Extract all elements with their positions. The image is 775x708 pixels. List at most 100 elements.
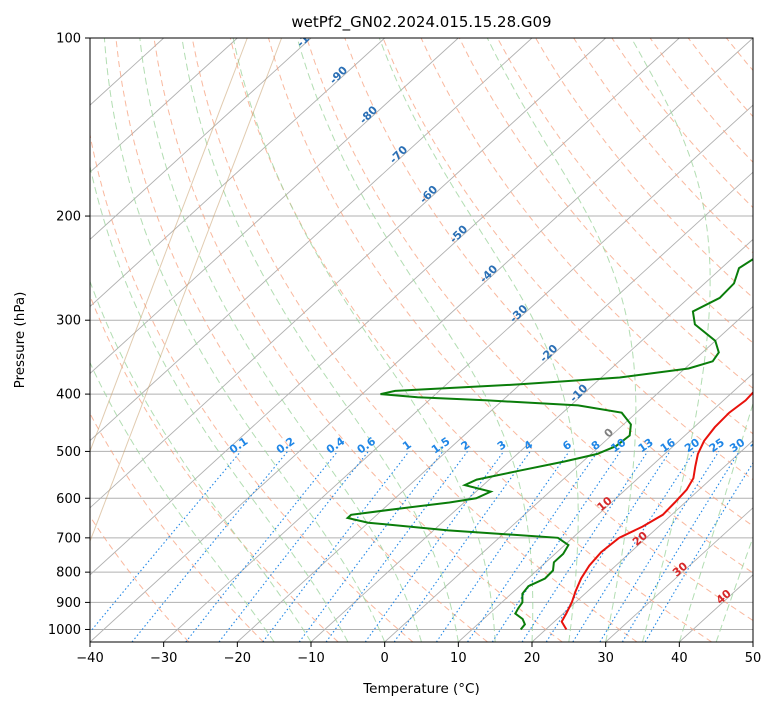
moist-adiabat-line xyxy=(232,38,496,642)
y-tick-label: 300 xyxy=(56,314,81,329)
x-tick-label: 40 xyxy=(671,651,688,666)
moist-adiabat-line xyxy=(90,164,349,642)
dry-adiabat-line xyxy=(90,412,264,642)
temperature-line xyxy=(560,391,753,631)
dry-adiabat-line xyxy=(229,38,712,642)
isotherm-line xyxy=(752,641,753,642)
moist-adiabat-line xyxy=(181,38,459,642)
isotherm-line xyxy=(90,38,753,642)
moist-adiabat-line xyxy=(139,38,422,642)
dry-adiabat-line xyxy=(726,38,753,72)
dry-adiabat-line xyxy=(649,38,753,163)
dry-adiabat-line xyxy=(344,38,753,527)
y-tick-label: 400 xyxy=(56,388,81,403)
mixing-ratio-line xyxy=(298,451,444,642)
isotherm-label: -70 xyxy=(387,143,410,166)
dry-adiabat-line xyxy=(496,38,753,344)
isotherm-label: -10 xyxy=(567,381,590,404)
isotherm-label: -40 xyxy=(477,262,500,285)
mixing-ratio-line xyxy=(364,451,505,642)
y-tick-label: 800 xyxy=(56,566,81,581)
isotherm-line xyxy=(457,372,753,642)
dry-adiabat-label: 30 xyxy=(670,559,690,579)
dry-adiabat-line xyxy=(573,38,753,254)
plot-frame xyxy=(89,37,754,643)
x-axis-label: Temperature (°C) xyxy=(362,681,480,697)
mixing-ratio-label: 4 xyxy=(521,438,535,453)
isotherm-line xyxy=(90,38,459,375)
x-tick-label: 50 xyxy=(745,651,762,666)
mixing-ratio-line xyxy=(262,451,410,642)
mixing-ratio-line xyxy=(185,451,339,642)
mixing-ratio-label: 30 xyxy=(727,436,747,456)
dry-adiabat-line xyxy=(90,132,414,642)
mixing-ratio-line xyxy=(90,451,242,633)
dry-adiabat-line xyxy=(687,38,753,118)
isotherm-line xyxy=(605,507,753,642)
dry-adiabat-line xyxy=(420,38,753,435)
dry-adiabat-line xyxy=(191,38,638,642)
mixing-ratio-label: 13 xyxy=(636,436,656,455)
moist-adiabat-line xyxy=(296,38,534,642)
chart-title: wetPf2_GN02.2024.015.15.28.G09 xyxy=(291,13,551,32)
dewpoint-line xyxy=(345,258,753,631)
mixing-ratio-line xyxy=(467,451,599,642)
mixing-ratio-line xyxy=(621,451,740,642)
mixing-ratio-line xyxy=(218,451,369,642)
reference-curve-line xyxy=(90,38,283,543)
isotherm-line xyxy=(163,104,753,642)
mixing-ratio-label: 1.5 xyxy=(429,435,452,457)
isotherm-line xyxy=(90,38,386,308)
isotherm-line xyxy=(90,38,607,509)
mixing-ratio-label: 25 xyxy=(707,436,727,455)
isotherm-label: -50 xyxy=(447,222,470,245)
mixing-ratio-label: 3 xyxy=(495,438,509,453)
moist-adiabat-line xyxy=(378,38,579,642)
mixing-ratio-label: 0.1 xyxy=(227,435,250,457)
mixing-ratio-line xyxy=(131,451,289,642)
x-tick-label: 0 xyxy=(381,651,389,666)
dry-adiabat-label: 10 xyxy=(595,494,615,514)
mixing-ratio-line xyxy=(545,451,671,642)
isotherm-line xyxy=(90,38,238,173)
y-tick-label: 1000 xyxy=(48,623,81,638)
y-tick-label: 500 xyxy=(56,445,81,460)
moist-adiabat-line xyxy=(715,536,753,642)
isotherm-line xyxy=(384,305,753,642)
mixing-ratio-line xyxy=(521,451,649,642)
isotherm-label: -30 xyxy=(507,302,530,325)
dry-adiabat-line xyxy=(535,38,753,299)
x-tick-label: −40 xyxy=(76,651,103,666)
x-tick-label: 30 xyxy=(597,651,614,666)
isotherm-label: -90 xyxy=(327,63,350,86)
mixing-ratio-label: 6 xyxy=(560,438,574,453)
mixing-ratio-label: 0.4 xyxy=(324,434,348,456)
x-tick-label: −30 xyxy=(150,651,177,666)
y-tick-label: 900 xyxy=(56,596,81,611)
mixing-ratio-line xyxy=(599,451,720,642)
isotherm-line xyxy=(90,38,533,442)
mixing-ratio-line xyxy=(491,451,621,642)
dry-adiabat-line xyxy=(90,515,190,642)
dry-adiabat-line xyxy=(306,38,753,574)
isotherm-label: -100 xyxy=(294,21,323,50)
y-axis-label: Pressure (hPa) xyxy=(12,292,28,389)
dry-adiabat-line xyxy=(765,38,775,642)
mixing-ratio-line xyxy=(435,451,570,642)
isotherm-label: -60 xyxy=(417,183,440,206)
moist-adiabat-line xyxy=(90,361,275,642)
moist-adiabat-line xyxy=(486,38,637,642)
y-tick-label: 600 xyxy=(56,492,81,507)
mixing-ratio-line xyxy=(393,451,531,642)
x-tick-label: 20 xyxy=(524,651,541,666)
moist-adiabat-line xyxy=(90,280,312,642)
mixing-ratio-line xyxy=(325,451,468,642)
x-tick-label: 10 xyxy=(450,651,467,666)
mixing-ratio-label: 0.6 xyxy=(355,434,379,456)
dry-adiabat-line xyxy=(153,38,563,642)
x-tick-label: −20 xyxy=(224,651,251,666)
isotherm-label: -80 xyxy=(357,103,380,126)
isotherm-line xyxy=(236,171,753,642)
mixing-ratio-label: 16 xyxy=(658,436,678,456)
